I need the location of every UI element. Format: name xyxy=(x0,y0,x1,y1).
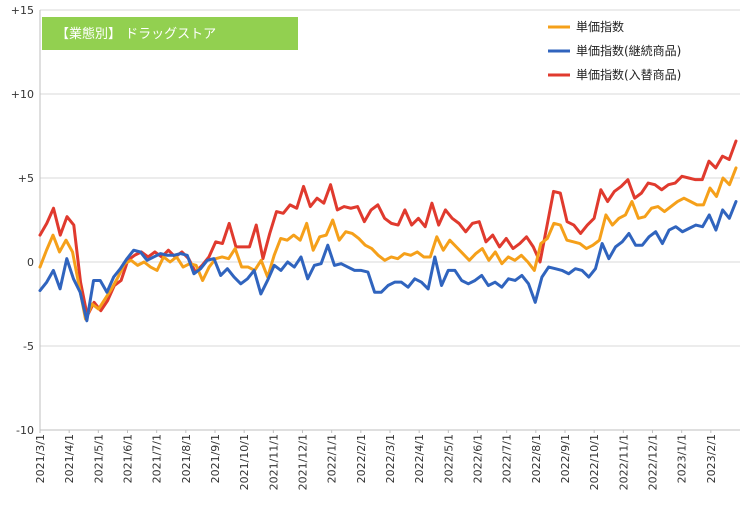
x-tick-label: 2023/2/1 xyxy=(705,434,718,483)
x-tick-label: 2021/4/1 xyxy=(63,434,76,483)
x-tick-label: 2022/3/1 xyxy=(384,434,397,483)
chart-title: 【業態別】 ドラッグストア xyxy=(56,26,216,42)
x-tick-label: 2021/3/1 xyxy=(34,434,47,483)
series-lines xyxy=(38,139,738,323)
x-tick-label: 2021/12/1 xyxy=(297,434,310,490)
chart-title-box: 【業態別】 ドラッグストア xyxy=(42,17,298,50)
y-tick-label: +15 xyxy=(11,4,34,17)
x-tick-label: 2022/9/1 xyxy=(559,434,572,483)
x-tick-label: 2022/1/1 xyxy=(326,434,339,483)
x-tick-label: 2023/1/1 xyxy=(676,434,689,483)
x-tick-label: 2021/9/1 xyxy=(209,434,222,483)
y-tick-label: +5 xyxy=(18,172,34,185)
legend-label: 単価指数(入替商品) xyxy=(576,67,681,82)
y-tick-label: +10 xyxy=(11,88,34,101)
series-line-2 xyxy=(38,139,738,318)
title-background xyxy=(42,17,298,50)
x-tick-label: 2021/7/1 xyxy=(151,434,164,483)
legend-label: 単価指数 xyxy=(576,19,624,34)
grid-lines xyxy=(40,9,740,347)
legend-label: 単価指数(継続商品) xyxy=(576,43,681,58)
x-tick-label: 2021/8/1 xyxy=(180,434,193,483)
y-tick-label: -5 xyxy=(23,340,34,353)
x-tick-label: 2021/5/1 xyxy=(92,434,105,483)
x-tick-label: 2022/12/1 xyxy=(647,434,660,490)
x-tick-label: 2022/10/1 xyxy=(588,434,601,490)
series-line-1 xyxy=(38,200,738,323)
x-tick-label: 2022/4/1 xyxy=(413,434,426,483)
x-tick-label: 2021/10/1 xyxy=(238,434,251,490)
x-tick-label: 2022/7/1 xyxy=(501,434,514,483)
x-tick-label: 2021/11/1 xyxy=(267,434,280,490)
x-tick-label: 2021/6/1 xyxy=(122,434,135,483)
y-tick-label: 0 xyxy=(27,256,34,269)
series-line-0 xyxy=(38,166,738,321)
y-tick-label: -10 xyxy=(16,424,34,437)
x-tick-label: 2022/6/1 xyxy=(472,434,485,483)
x-tick-label: 2022/8/1 xyxy=(530,434,543,483)
x-tick-label: 2022/2/1 xyxy=(355,434,368,483)
x-tick-label: 2022/5/1 xyxy=(442,434,455,483)
x-tick-label: 2022/11/1 xyxy=(617,434,630,490)
